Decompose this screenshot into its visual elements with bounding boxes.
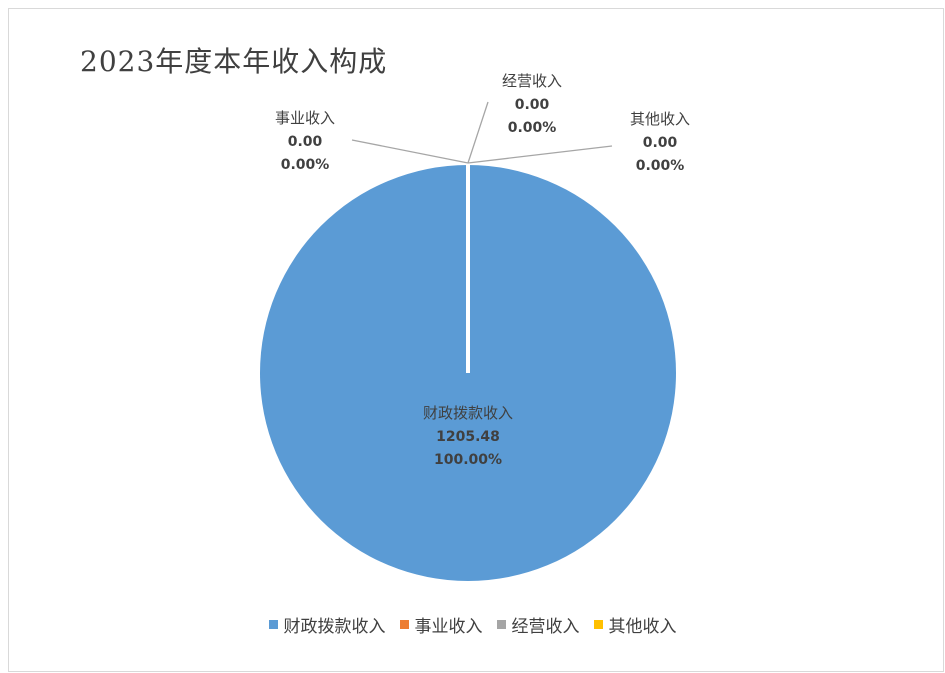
legend: 财政拨款收入 事业收入 经营收入 其他收入: [0, 612, 945, 637]
data-label-percent-slice-4: 0.00%: [636, 158, 685, 174]
data-label-percent-slice-3: 0.00%: [508, 120, 557, 136]
leader-line-slice-2: [351, 139, 469, 164]
data-label-value-slice-3: 0.00: [515, 97, 550, 113]
legend-label-slice-3: 经营收入: [511, 617, 580, 637]
data-label-value-slice-1: 1205.48: [436, 429, 500, 445]
chart-title: 2023年度本年收入构成: [80, 45, 388, 78]
data-label-name-slice-4: 其他收入: [630, 110, 690, 128]
legend-swatch-slice-3: [496, 620, 506, 629]
legend-item-slice-1: 财政拨款收入: [268, 612, 386, 637]
leader-line-slice-3: [467, 101, 489, 164]
data-label-percent-slice-1: 100.00%: [434, 452, 502, 468]
legend-item-slice-3: 经营收入: [496, 612, 580, 637]
data-label-name-slice-2: 事业收入: [275, 109, 335, 127]
legend-item-slice-2: 事业收入: [399, 612, 483, 637]
data-label-name-slice-3: 经营收入: [502, 72, 562, 90]
data-label-name-slice-1: 财政拨款收入: [423, 404, 513, 422]
data-label-value-slice-2: 0.00: [288, 134, 323, 150]
data-label-percent-slice-2: 0.00%: [281, 157, 330, 173]
data-label-value-slice-4: 0.00: [643, 135, 678, 151]
legend-item-slice-4: 其他收入: [593, 612, 677, 637]
legend-swatch-slice-1: [268, 620, 278, 629]
legend-label-slice-1: 财政拨款收入: [283, 617, 386, 637]
leader-line-slice-4: [467, 145, 613, 164]
legend-label-slice-2: 事业收入: [414, 617, 483, 637]
legend-swatch-slice-4: [593, 620, 603, 629]
legend-swatch-slice-2: [399, 620, 409, 629]
legend-label-slice-4: 其他收入: [608, 617, 677, 637]
